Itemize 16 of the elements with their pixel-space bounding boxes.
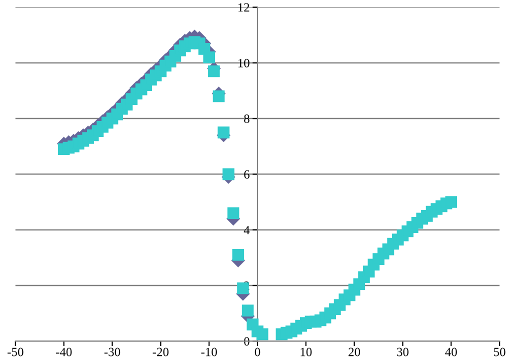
x-tick-label: 0 [254,348,260,356]
x-tick-label: -10 [201,348,217,356]
y-tick-label: 4 [244,226,250,234]
y-tick-label: 6 [244,170,250,179]
x-tick-label: 20 [348,348,360,356]
y-tick-label: 10 [238,58,250,68]
x-tick-label: 10 [300,348,312,356]
y-tick-label: 8 [244,114,250,123]
x-tick-label: 50 [494,348,506,356]
x-tick-label: 30 [397,348,409,356]
x-tick-label: -30 [104,348,120,356]
x-tick-label: -20 [152,348,169,356]
x-tick-label: -40 [56,348,72,356]
y-tick-label: 12 [238,3,250,12]
x-tick-label: 40 [445,348,457,356]
x-tick-label: -50 [8,348,24,356]
